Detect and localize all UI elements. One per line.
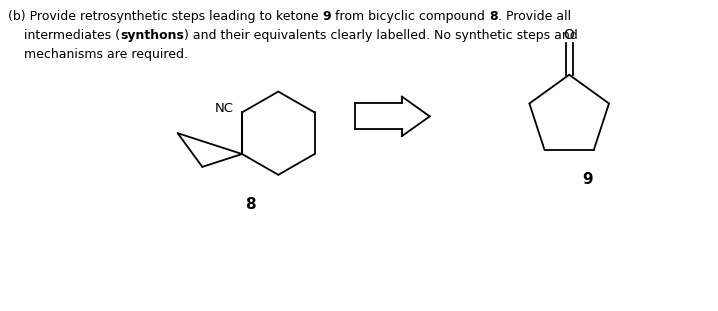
Text: intermediates (: intermediates ( bbox=[8, 29, 120, 42]
Text: mechanisms are required.: mechanisms are required. bbox=[8, 48, 188, 61]
Text: (b) Provide retrosynthetic steps leading to ketone: (b) Provide retrosynthetic steps leading… bbox=[8, 10, 322, 23]
Text: O: O bbox=[564, 28, 574, 42]
Text: NC: NC bbox=[215, 102, 234, 115]
Text: from bicyclic compound: from bicyclic compound bbox=[331, 10, 489, 23]
Text: 8: 8 bbox=[489, 10, 498, 23]
Text: synthons: synthons bbox=[120, 29, 184, 42]
Text: 9: 9 bbox=[582, 172, 592, 187]
Text: ) and their equivalents clearly labelled. No synthetic steps and: ) and their equivalents clearly labelled… bbox=[184, 29, 577, 42]
Text: 8: 8 bbox=[245, 197, 256, 212]
Text: 9: 9 bbox=[322, 10, 331, 23]
Text: . Provide all: . Provide all bbox=[498, 10, 571, 23]
